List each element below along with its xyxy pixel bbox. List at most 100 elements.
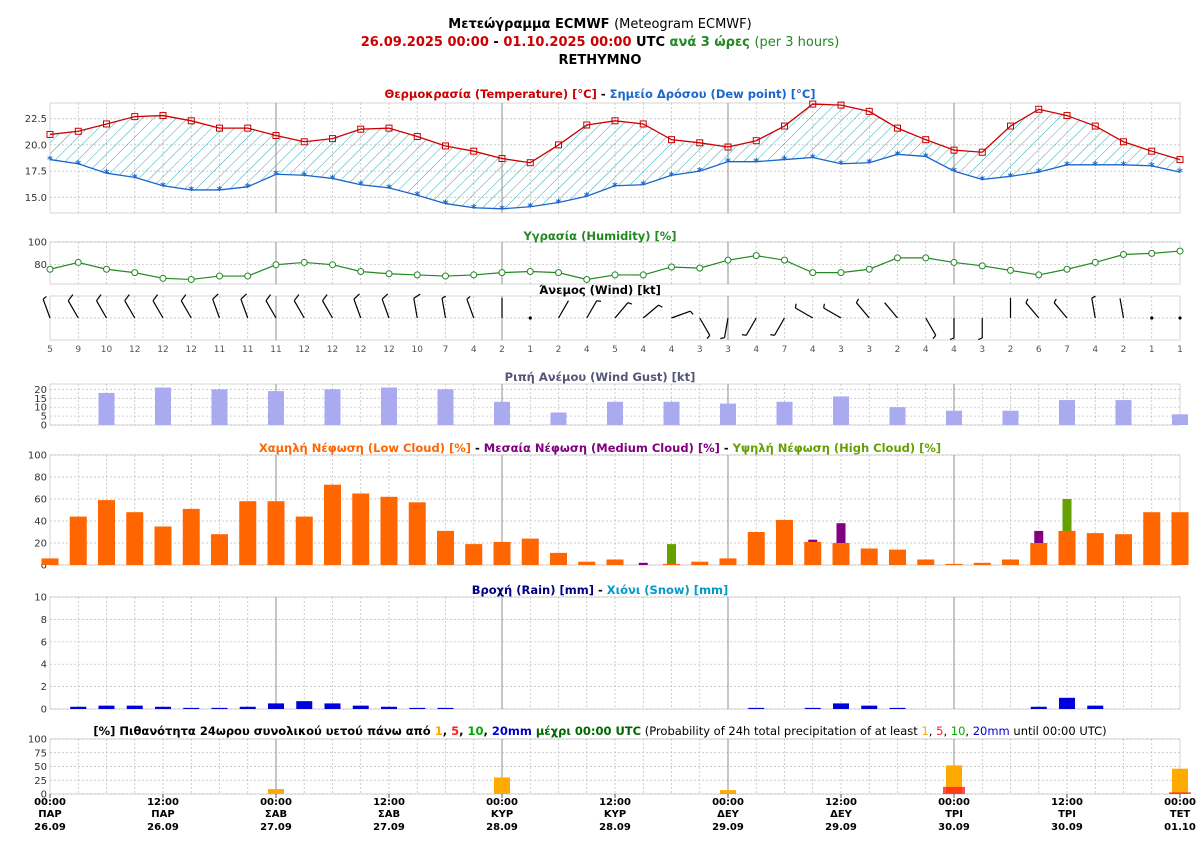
rain-bar <box>804 707 821 709</box>
temperature-point <box>300 138 308 146</box>
dewpoint-point: * <box>556 197 562 210</box>
dewpoint-point: * <box>75 158 81 171</box>
wind-barb <box>152 294 164 319</box>
probability-bar <box>1172 768 1188 794</box>
gust-bar <box>381 387 397 425</box>
wind-title: Άνεμος (Wind) [kt] <box>539 283 661 297</box>
dewpoint-point: * <box>951 165 957 178</box>
rain-bar <box>381 706 397 709</box>
temperature-point <box>385 124 393 132</box>
humidity-point <box>724 256 732 264</box>
probability-title-part: 10 <box>951 724 966 738</box>
wind-speed-label: 11 <box>242 345 253 355</box>
wind-barb-flag <box>180 294 187 302</box>
cloud-panel-ytick-label: 100 <box>28 451 47 462</box>
wind-barb-half-flag <box>42 295 47 300</box>
x-tick-date: 27.09 <box>373 822 405 833</box>
gust-bar <box>1002 410 1019 425</box>
x-tick-date: 29.09 <box>825 822 857 833</box>
wind-barb-staff <box>152 300 164 319</box>
low-cloud-bar <box>663 563 680 565</box>
gust-bar <box>1115 400 1132 425</box>
wind-barb <box>1091 295 1096 319</box>
wind-barb <box>1150 316 1154 320</box>
rain-bar <box>296 701 313 709</box>
dewpoint-point: * <box>471 202 477 215</box>
gust-panel-ytick-label: 10 <box>34 403 47 414</box>
x-tick-time: 12:00 <box>147 797 179 808</box>
wind-barb <box>925 317 937 340</box>
rain-bar <box>98 705 115 709</box>
probability-bar <box>943 786 965 794</box>
gust-panel-ytick-label: 5 <box>41 412 47 423</box>
rain-bar <box>268 703 284 709</box>
wind-barb-staff <box>42 299 51 319</box>
medium-cloud-bar <box>638 562 648 565</box>
humidity-point <box>1148 249 1156 257</box>
humidity-point <box>526 268 534 276</box>
probability-title-part: 1 <box>921 724 928 738</box>
wind-barb <box>441 295 447 319</box>
temperature-point <box>442 142 449 150</box>
temperature-point <box>894 124 901 132</box>
temperature-point <box>216 124 223 132</box>
wind-barb-half-flag <box>689 310 694 315</box>
cloud-title-part: - <box>720 441 733 455</box>
wind-barb-half-flag <box>770 334 775 336</box>
wind-barb <box>381 293 390 319</box>
humidity-point <box>696 264 704 272</box>
wind-barb-staff <box>67 300 79 319</box>
temp-title-part: Σημείο Δρόσου (Dew point) [°C] <box>610 87 816 101</box>
humidity-point <box>1063 265 1071 273</box>
x-tick-time: 12:00 <box>1051 797 1083 808</box>
precip-panel-ytick-label: 8 <box>41 615 47 626</box>
temperature-point <box>329 135 336 143</box>
dewpoint-point: * <box>1036 166 1042 179</box>
dewpoint-point: * <box>104 167 110 180</box>
wind-speed-label: 11 <box>214 345 225 355</box>
wind-speed-label: 3 <box>697 345 703 355</box>
low-cloud-bar <box>521 538 539 565</box>
wind-barb <box>770 317 786 336</box>
wind-speed-label: 5 <box>47 345 53 355</box>
temperature-point <box>159 112 167 120</box>
low-cloud-bar <box>550 552 567 565</box>
probability-title-part: 1 <box>435 724 443 738</box>
gust-bar <box>211 389 228 425</box>
wind-barb-half-flag <box>596 300 602 302</box>
wind-barb-staff <box>212 299 221 319</box>
gust-bar <box>1172 414 1188 425</box>
dewpoint-point: * <box>527 201 533 214</box>
wind-barb-staff <box>1091 298 1096 319</box>
low-cloud-bar <box>804 541 822 565</box>
probability-title-part: , <box>965 724 972 738</box>
wind-barb-staff <box>795 307 814 319</box>
wind-barb-staff <box>925 317 937 336</box>
wind-barb <box>240 293 249 319</box>
wind-barb-staff <box>441 298 447 319</box>
temperature-point <box>413 133 421 141</box>
wind-barb-half-flag <box>1091 295 1096 299</box>
temperature-point <box>950 146 958 154</box>
low-cloud-bar <box>691 561 709 565</box>
low-cloud-bar <box>41 558 59 565</box>
x-tick-day: ΠΑΡ <box>151 809 174 820</box>
temperature-point <box>74 127 82 135</box>
probability-title-part: 20mm <box>973 724 1010 738</box>
probability-title-part: [%] Πιθανότητα 24ωρου συνολικού υετού πά… <box>93 724 434 738</box>
gust-bar <box>1059 400 1075 425</box>
wind-barb-flag <box>240 293 247 300</box>
gust-title: Ριπή Ανέμου (Wind Gust) [kt] <box>505 370 696 384</box>
humidity-point <box>865 265 873 273</box>
wind-speed-label: 5 <box>612 345 618 355</box>
wind-barb-half-flag <box>1025 298 1029 303</box>
rain-bar <box>437 707 454 709</box>
cloud-title-part: Υψηλή Νέφωση (High Cloud) [%] <box>732 441 942 455</box>
wind-speed-label: 12 <box>157 345 168 355</box>
humidity-point <box>894 254 901 262</box>
x-tick-day: ΠΑΡ <box>38 809 61 820</box>
dewpoint-point: * <box>1121 159 1127 172</box>
wind-speed-label: 12 <box>186 345 197 355</box>
wind-speed-label: 12 <box>327 345 338 355</box>
x-tick-date: 26.09 <box>34 822 66 833</box>
